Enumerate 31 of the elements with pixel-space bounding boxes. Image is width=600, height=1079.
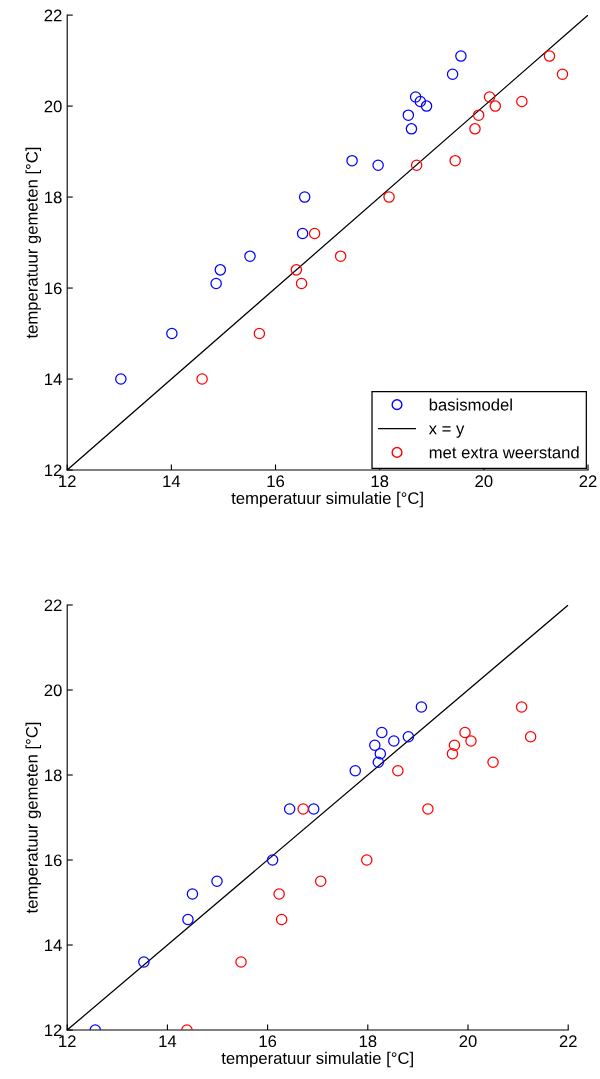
x-tick-label: 16	[259, 1035, 277, 1048]
y-axis-title: temperatuur gemeten [°C]	[25, 147, 42, 339]
x-tick-label: 20	[459, 1035, 477, 1048]
y-tick-label: 22	[44, 599, 62, 612]
y-tick-label: 22	[44, 9, 62, 22]
legend-label: met extra weerstand	[429, 446, 579, 459]
x-tick-label: 14	[159, 1035, 177, 1047]
y-tick-label: 20	[44, 684, 62, 697]
x-tick-label: 12	[59, 475, 76, 487]
x-tick-label: 12	[59, 1035, 76, 1047]
legend-label: basismodel	[429, 398, 512, 411]
x-tick-label: 22	[579, 475, 597, 487]
y-tick-label: 16	[45, 854, 62, 867]
x-tick-label: 20	[475, 475, 493, 488]
y-tick-label: 18	[45, 769, 62, 782]
y-tick-label: 12	[45, 1024, 62, 1037]
y-tick-label: 20	[44, 100, 62, 113]
x-axis-title: temperatuur simulatie [°C]	[221, 1051, 413, 1068]
x-tick-label: 16	[267, 475, 285, 488]
y-tick-label: 14	[45, 939, 62, 952]
x-tick-label: 22	[559, 1035, 577, 1047]
legend-label: x = y	[428, 425, 465, 438]
y-tick-label: 16	[45, 282, 62, 295]
x-tick-label: 18	[359, 1035, 377, 1048]
x-tick-label: 14	[163, 475, 181, 487]
y-tick-label: 18	[45, 191, 62, 204]
y-tick-label: 12	[45, 464, 62, 477]
x-axis-title: temperatuur simulatie [°C]	[231, 491, 423, 508]
y-axis-title: temperatuur gemeten [°C]	[25, 722, 42, 914]
x-tick-label: 18	[371, 475, 389, 488]
y-tick-label: 14	[45, 373, 62, 386]
